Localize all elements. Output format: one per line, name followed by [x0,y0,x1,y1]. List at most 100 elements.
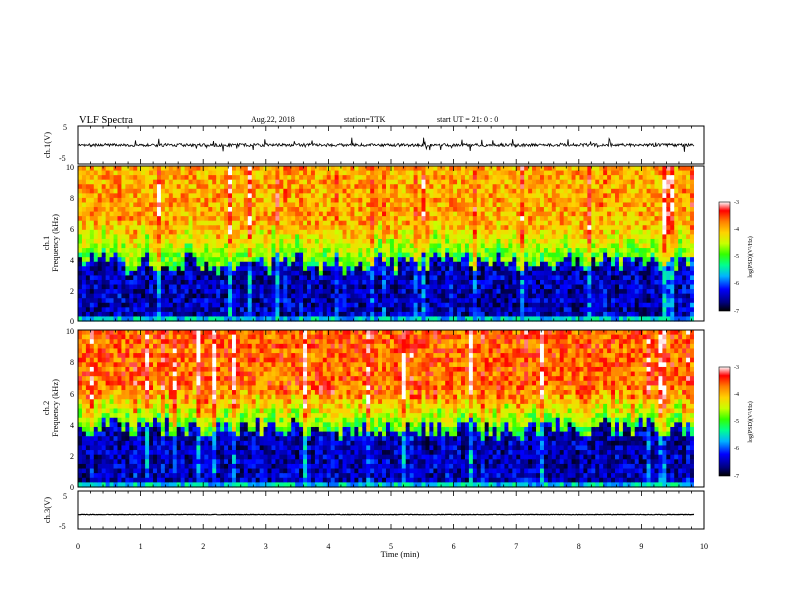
spectrogram-cell [366,234,371,240]
spectrogram-cell [567,216,573,222]
spectrogram-cell [358,202,363,208]
spectrogram-cell [528,207,533,213]
spectrogram-cell [567,211,573,217]
spectrogram-cell [156,197,162,204]
spectrogram-cell [622,316,628,322]
spectrogram-cell [587,166,592,172]
spectrogram-cell [322,175,328,181]
spectrogram-cell [433,184,438,190]
spectrogram-cell [279,298,284,304]
spectrogram-cell [611,284,616,290]
spectrogram-cell [547,293,553,299]
spectrogram-cell [559,193,565,199]
spectrogram-cell [461,207,466,213]
spectrogram-cell [330,289,336,295]
spectrogram-cell [121,243,126,249]
spectrogram-cell [291,307,296,313]
spectrogram-cell [559,289,565,295]
spectrogram-cell [433,197,438,204]
spectrogram-cell [196,248,202,254]
spectrogram-cell [543,184,549,190]
spectrogram-cell [397,252,403,258]
spectrogram-cell [516,257,521,263]
spectrogram-cell [524,311,529,318]
spectrogram-cell [571,293,577,299]
spectrogram-cell [441,248,446,254]
spectrogram-cell [232,170,237,176]
spectrogram-cell [164,257,170,263]
spectrogram-cell [338,184,344,190]
spectrogram-cell [310,298,316,304]
spectrogram-cell [401,175,407,181]
spectrogram-cell [599,207,604,213]
spectrogram-cell [156,275,162,281]
spectrogram-cell [105,193,111,199]
spectrogram-cell [599,188,604,194]
spectrogram-cell [539,248,545,254]
spectrogram-cell [532,243,537,249]
spectrogram-cell [421,220,427,226]
spectrogram-cell [385,175,391,181]
spectrogram-cell [239,179,245,185]
spectrogram-cell [224,248,229,254]
spectrogram-cell [429,261,434,267]
spectrogram-cell [243,175,249,181]
spectrogram-cell [184,216,190,222]
spectrogram-cell [405,220,411,226]
spectrogram-cell [389,311,395,318]
spectrogram-cell [212,202,217,208]
spectrogram-cell [247,279,253,286]
spectrogram-cell [78,234,83,240]
spectrogram-cell [539,311,545,318]
spectrogram-cell [271,243,277,249]
spectrogram-cell [81,257,87,263]
spectrogram-cell [326,225,332,231]
spectrogram-cell [405,316,411,322]
spectrogram-cell [461,175,466,181]
spectrogram-cell [492,197,498,204]
spectrogram-cell [492,270,498,277]
spectrogram-cell [295,166,300,172]
spectrogram-cell [413,248,419,254]
spectrogram-cell [543,188,549,194]
spectrogram-cell [547,220,553,226]
spectrogram-cell [212,238,217,245]
spectrogram-cell [389,184,395,190]
spectrogram-cell [334,279,340,286]
spectrogram-cell [626,216,632,222]
spectrogram-cell [101,197,107,204]
spectrogram-cell [630,225,636,231]
spectrogram-cell [149,179,154,185]
spectrogram-cell [551,311,557,318]
spectrogram-cell [97,238,103,245]
spectrogram-cell [153,293,158,299]
spectrogram-cell [433,193,438,199]
spectrogram-cell [271,298,277,304]
spectrogram-cell [595,170,600,176]
spectrogram-cell [528,220,533,226]
spectrogram-cell [543,220,549,226]
spectrogram-cell [378,193,383,199]
spectrogram-cell [425,234,431,240]
spectrogram-cell [472,257,478,263]
spectrogram-cell [611,170,616,176]
spectrogram-cell [389,229,395,235]
spectrogram-cell [547,270,553,277]
spectrogram-cell [425,298,431,304]
spectrogram-cell [153,266,158,272]
spectrogram-cell [539,234,545,240]
spectrogram-cell [271,193,277,199]
spectrogram-cell [622,248,628,254]
spectrogram-cell [291,216,296,222]
spectrogram-cell [117,293,123,299]
spectrogram-cell [247,266,253,272]
spectrogram-cell [259,234,265,240]
spectrogram-cell [228,175,233,181]
spectrogram-cell [437,248,442,254]
spectrogram-cell [421,166,427,172]
spectrogram-cell [208,184,213,190]
spectrogram-cell [453,302,458,308]
spectrogram-cell [149,188,154,194]
spectrogram-cell [559,275,565,281]
spectrogram-cell [279,270,284,277]
